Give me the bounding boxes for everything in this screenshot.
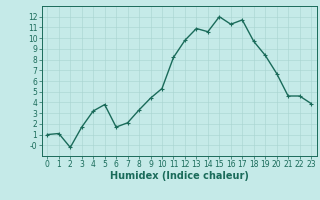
X-axis label: Humidex (Indice chaleur): Humidex (Indice chaleur) [110, 171, 249, 181]
